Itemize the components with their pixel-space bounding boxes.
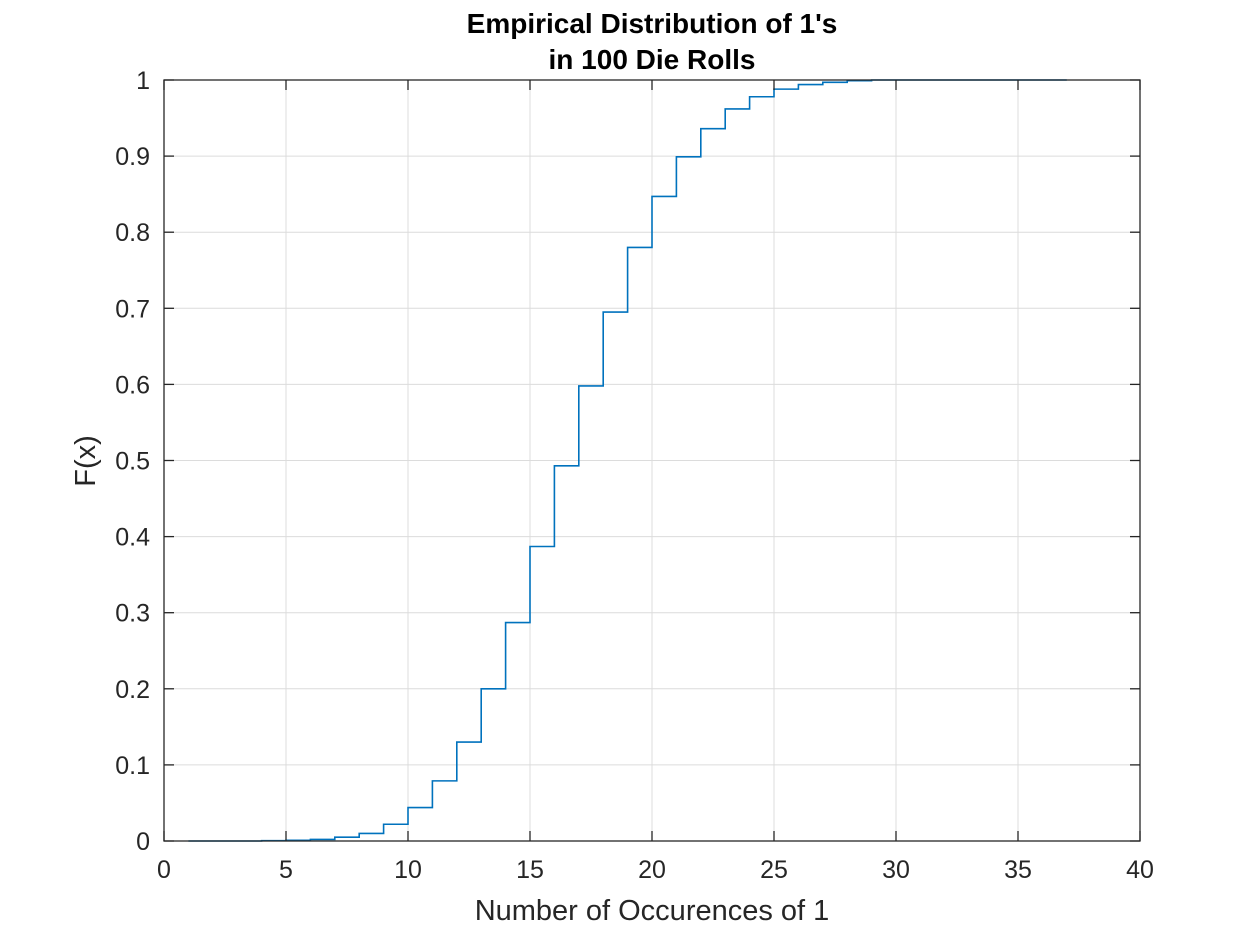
x-axis-label: Number of Occurences of 1 (475, 895, 830, 927)
x-tick-label: 10 (394, 856, 422, 884)
cdf-stairs-line (188, 79, 1067, 842)
y-tick-label: 0 (136, 828, 150, 856)
y-axis-label: F(x) (70, 435, 102, 487)
chart-title-line-2: in 100 Die Rolls (549, 44, 756, 75)
x-tick-label: 20 (638, 856, 666, 884)
y-tick-label: 0.4 (115, 524, 150, 552)
y-tick-label: 0.7 (115, 295, 150, 323)
y-tick-label: 0.5 (115, 448, 150, 476)
data-layer (188, 79, 1067, 842)
chart-title-line-1: Empirical Distribution of 1's (467, 8, 838, 39)
y-tick-label: 0.8 (115, 219, 150, 247)
tick-labels: 0 5 10 15 20 25 30 35 40 0 0.1 0.2 0.3 0.4 0.5 0.6 0.7 0.… (115, 67, 1154, 884)
y-tick-label: 0.1 (115, 752, 150, 780)
x-tick-label: 25 (760, 856, 788, 884)
x-tick-label: 0 (157, 856, 171, 884)
y-tick-label: 0.2 (115, 676, 150, 704)
y-tick-label: 0.3 (115, 600, 150, 628)
tick-marks (163, 79, 1141, 842)
x-tick-label: 15 (516, 856, 544, 884)
x-tick-label: 40 (1126, 856, 1154, 884)
y-tick-label: 1 (136, 67, 150, 95)
x-tick-label: 30 (882, 856, 910, 884)
x-tick-label: 5 (279, 856, 293, 884)
y-tick-label: 0.9 (115, 143, 150, 171)
x-tick-label: 35 (1004, 856, 1032, 884)
grid-lines (164, 80, 1140, 841)
y-tick-label: 0.6 (115, 371, 150, 399)
